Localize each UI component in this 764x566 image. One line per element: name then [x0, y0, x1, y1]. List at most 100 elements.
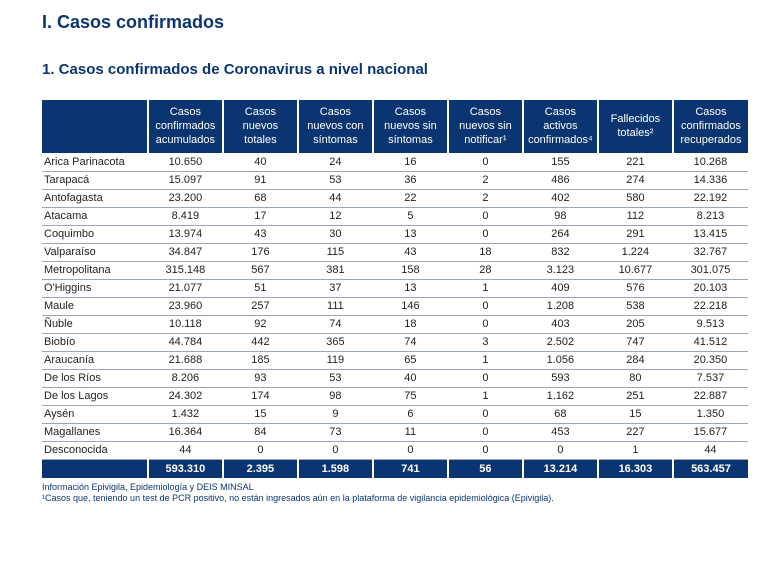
data-cell: 10.677	[598, 261, 673, 279]
table-row: Aysén1.4321596068151.350	[42, 405, 748, 423]
data-cell: 22.218	[673, 297, 748, 315]
region-cell: Araucanía	[42, 351, 148, 369]
data-cell: 23.200	[148, 189, 223, 207]
data-cell: 257	[223, 297, 298, 315]
data-cell: 3.123	[523, 261, 598, 279]
data-cell: 22	[373, 189, 448, 207]
total-cell: 1.598	[298, 459, 373, 478]
data-cell: 264	[523, 225, 598, 243]
data-cell: 1.162	[523, 387, 598, 405]
region-cell: Arica Parinacota	[42, 153, 148, 171]
data-cell: 8.419	[148, 207, 223, 225]
data-cell: 0	[373, 441, 448, 459]
data-cell: 205	[598, 315, 673, 333]
data-cell: 442	[223, 333, 298, 351]
total-cell: 563.457	[673, 459, 748, 478]
data-cell: 365	[298, 333, 373, 351]
data-cell: 0	[448, 315, 523, 333]
data-cell: 30	[298, 225, 373, 243]
data-cell: 185	[223, 351, 298, 369]
data-cell: 301.075	[673, 261, 748, 279]
total-cell: 16.303	[598, 459, 673, 478]
data-cell: 0	[448, 369, 523, 387]
data-cell: 0	[448, 441, 523, 459]
data-cell: 221	[598, 153, 673, 171]
data-cell: 2	[448, 189, 523, 207]
data-cell: 0	[223, 441, 298, 459]
region-cell: Biobío	[42, 333, 148, 351]
data-cell: 6	[373, 405, 448, 423]
data-cell: 73	[298, 423, 373, 441]
total-cell: 593.310	[148, 459, 223, 478]
data-cell: 16.364	[148, 423, 223, 441]
column-header	[42, 100, 148, 153]
table-row: Araucanía21.6881851196511.05628420.350	[42, 351, 748, 369]
table-row: O'Higgins21.077513713140957620.103	[42, 279, 748, 297]
data-cell: 1.056	[523, 351, 598, 369]
data-cell: 0	[448, 153, 523, 171]
data-cell: 112	[598, 207, 673, 225]
data-cell: 41.512	[673, 333, 748, 351]
data-cell: 538	[598, 297, 673, 315]
data-cell: 32.767	[673, 243, 748, 261]
column-header: Casos nuevos totales	[223, 100, 298, 153]
region-cell: Antofagasta	[42, 189, 148, 207]
data-cell: 1	[448, 387, 523, 405]
data-cell: 409	[523, 279, 598, 297]
data-cell: 40	[223, 153, 298, 171]
data-cell: 158	[373, 261, 448, 279]
column-header: Fallecidos totales²	[598, 100, 673, 153]
table-row: Arica Parinacota10.650402416015522110.26…	[42, 153, 748, 171]
data-cell: 36	[373, 171, 448, 189]
data-cell: 0	[448, 423, 523, 441]
data-cell: 51	[223, 279, 298, 297]
data-cell: 176	[223, 243, 298, 261]
region-cell: Tarapacá	[42, 171, 148, 189]
data-cell: 155	[523, 153, 598, 171]
data-cell: 0	[448, 225, 523, 243]
data-cell: 1.350	[673, 405, 748, 423]
data-cell: 65	[373, 351, 448, 369]
data-cell: 11	[373, 423, 448, 441]
data-cell: 44	[298, 189, 373, 207]
table-row: Magallanes16.364847311045322715.677	[42, 423, 748, 441]
data-cell: 92	[223, 315, 298, 333]
data-cell: 43	[373, 243, 448, 261]
data-cell: 251	[598, 387, 673, 405]
table-row: Desconocida4400000144	[42, 441, 748, 459]
data-cell: 567	[223, 261, 298, 279]
total-cell: 741	[373, 459, 448, 478]
data-cell: 98	[298, 387, 373, 405]
data-cell: 20.103	[673, 279, 748, 297]
column-header: Casos confirmados acumulados	[148, 100, 223, 153]
data-cell: 832	[523, 243, 598, 261]
data-cell: 23.960	[148, 297, 223, 315]
data-cell: 44.784	[148, 333, 223, 351]
data-cell: 53	[298, 171, 373, 189]
data-cell: 0	[298, 441, 373, 459]
table-row: Coquimbo13.974433013026429113.415	[42, 225, 748, 243]
data-cell: 98	[523, 207, 598, 225]
data-cell: 593	[523, 369, 598, 387]
subsection-title: 1. Casos confirmados de Coronavirus a ni…	[42, 61, 764, 78]
column-header: Casos nuevos sin notificar¹	[448, 100, 523, 153]
data-cell: 22.192	[673, 189, 748, 207]
data-cell: 74	[298, 315, 373, 333]
data-cell: 381	[298, 261, 373, 279]
region-cell: Metropolitana	[42, 261, 148, 279]
data-cell: 1	[448, 351, 523, 369]
region-cell: Magallanes	[42, 423, 148, 441]
data-cell: 24.302	[148, 387, 223, 405]
data-cell: 227	[598, 423, 673, 441]
data-cell: 18	[448, 243, 523, 261]
table-row: De los Lagos24.302174987511.16225122.887	[42, 387, 748, 405]
data-cell: 13	[373, 225, 448, 243]
data-cell: 16	[373, 153, 448, 171]
data-cell: 2.502	[523, 333, 598, 351]
table-row: Tarapacá15.097915336248627414.336	[42, 171, 748, 189]
data-cell: 21.688	[148, 351, 223, 369]
region-cell: O'Higgins	[42, 279, 148, 297]
footnote-source: Información Epivigila, Epidemiología y D…	[42, 482, 764, 494]
data-cell: 7.537	[673, 369, 748, 387]
data-cell: 17	[223, 207, 298, 225]
